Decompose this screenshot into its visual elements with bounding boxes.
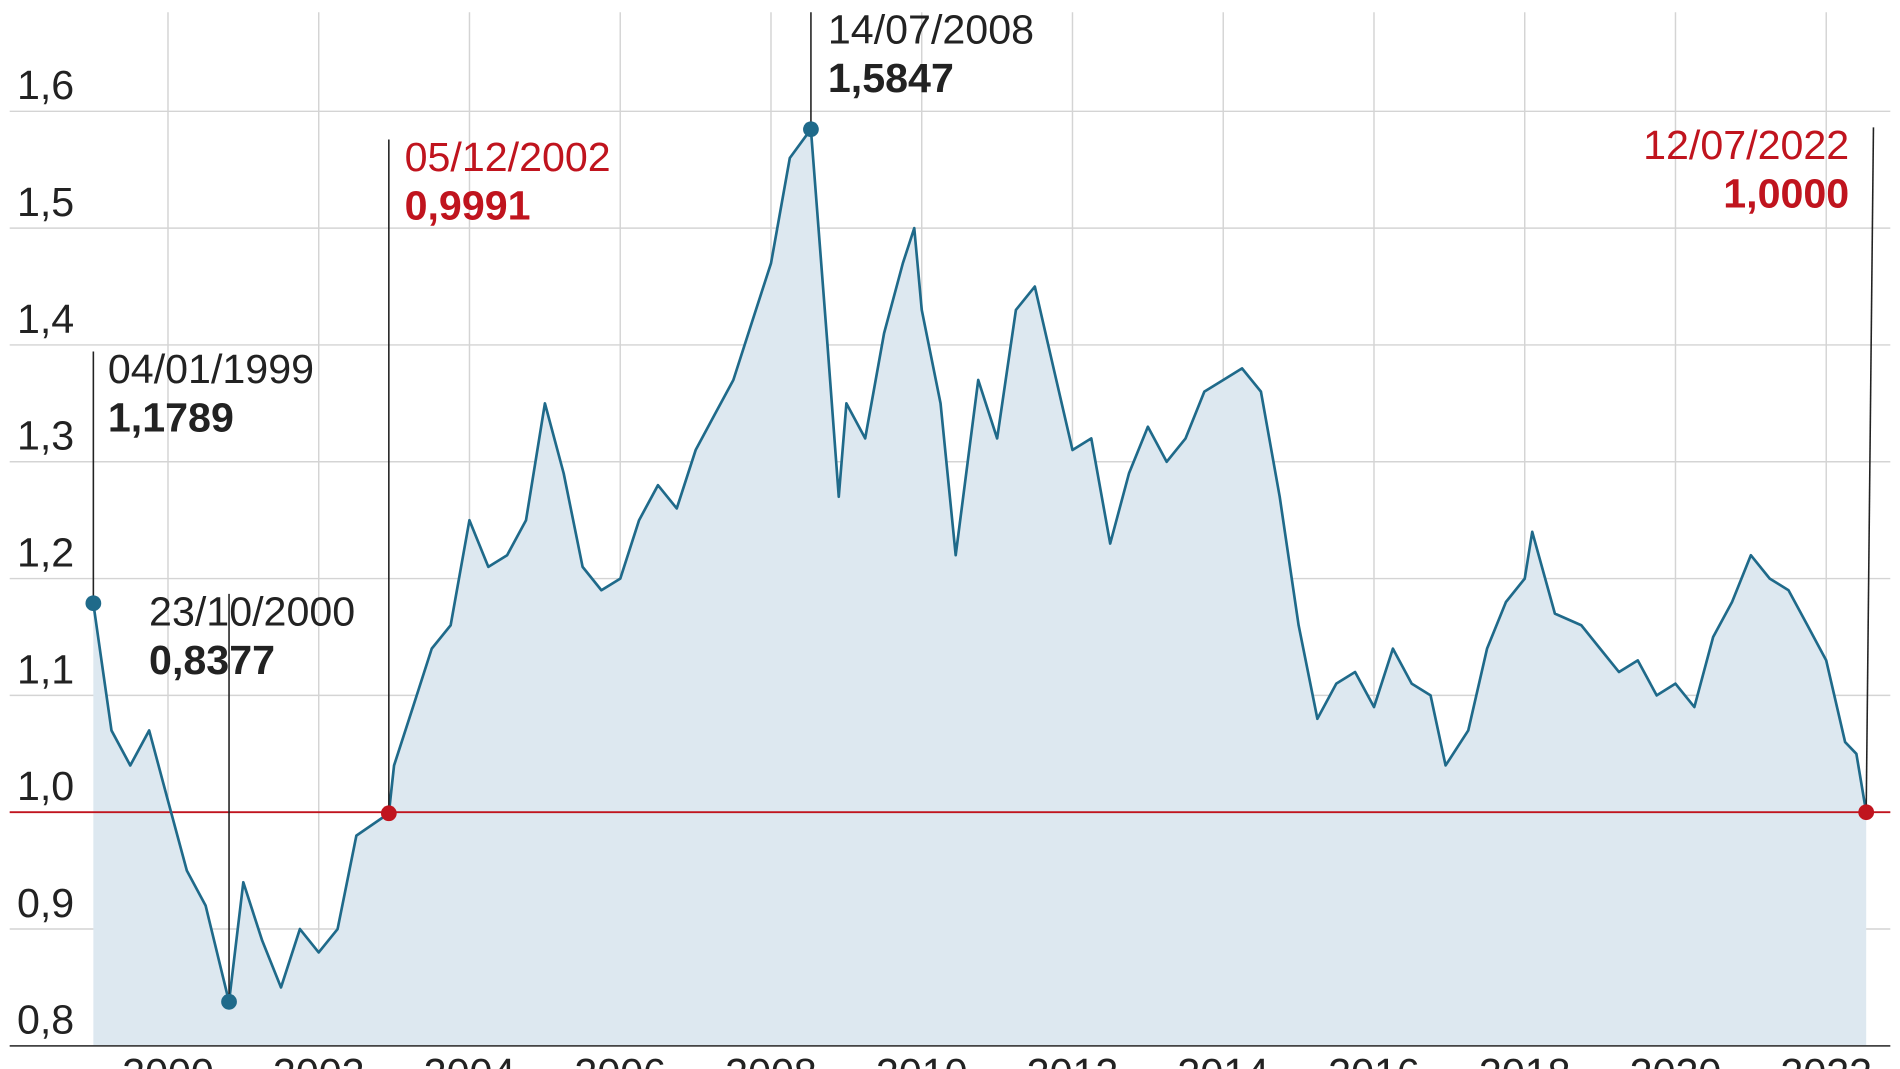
y-tick-label: 1,6: [17, 62, 74, 108]
x-tick-label: 2006: [574, 1050, 666, 1069]
annotation-date: 14/07/2008: [828, 7, 1034, 53]
annotation-value: 0,8377: [149, 637, 275, 683]
highlight-point: [380, 805, 397, 822]
y-tick-label: 1,4: [17, 296, 74, 342]
annotation-date: 04/01/1999: [108, 346, 314, 392]
annotation-date: 12/07/2022: [1643, 122, 1849, 168]
y-tick-label: 1,5: [17, 179, 74, 225]
y-tick-label: 1,3: [17, 413, 74, 459]
x-tick-label: 2020: [1630, 1050, 1722, 1069]
highlight-point: [221, 993, 237, 1010]
x-tick-label: 2008: [725, 1050, 817, 1069]
x-tick-label: 2016: [1328, 1050, 1420, 1069]
area: [93, 129, 1867, 1046]
x-tick-label: 2014: [1177, 1050, 1269, 1069]
annotation-value: 1,0000: [1723, 170, 1849, 216]
annotation-date: 05/12/2002: [405, 134, 611, 180]
highlight-point: [1858, 804, 1875, 821]
x-tick-label: 2000: [122, 1050, 214, 1069]
y-tick-label: 0,9: [17, 880, 74, 926]
x-tick-label: 2022: [1780, 1050, 1872, 1069]
y-tick-label: 1,2: [17, 529, 74, 575]
x-tick-label: 2002: [273, 1050, 365, 1069]
x-tick-label: 2012: [1027, 1050, 1119, 1069]
x-tick-label: 2018: [1479, 1050, 1571, 1069]
annotation-value: 0,9991: [405, 182, 531, 228]
highlight-point: [803, 121, 819, 138]
line: [91, 127, 1868, 1004]
highlight-point: [85, 595, 102, 612]
leader-line: [1865, 127, 1875, 813]
y-tick-label: 1,1: [17, 646, 74, 692]
annotation-value: 1,5847: [828, 55, 954, 101]
x-tick-label: 2004: [424, 1050, 516, 1069]
annotation-value: 1,1789: [108, 395, 234, 441]
x-tick-label: 2010: [876, 1050, 968, 1069]
y-tick-label: 1,0: [17, 763, 74, 809]
annotation-date: 23/10/2000: [149, 588, 355, 634]
y-tick-label: 0,8: [17, 997, 74, 1043]
